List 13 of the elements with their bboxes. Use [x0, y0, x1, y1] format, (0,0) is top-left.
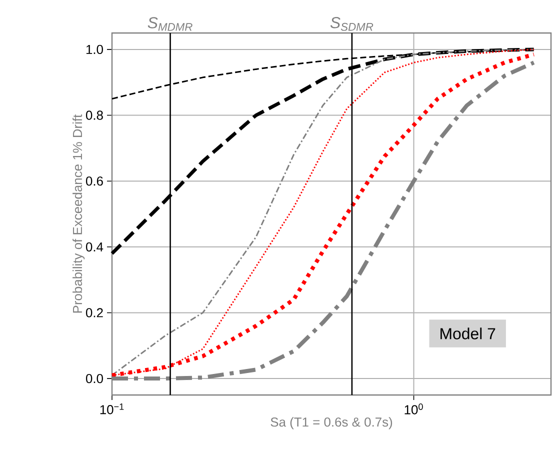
- ref-line-label: S$_{SDMR}$: [330, 16, 374, 31]
- y-tick-label: 0.0: [86, 374, 103, 384]
- x-tick-label: 10$^{−1}$: [100, 404, 124, 414]
- x-axis-title: Sa (T1 = 0.6s & 0.7s): [270, 417, 392, 430]
- y-tick-label: 0.6: [86, 176, 103, 186]
- y-tick-label: 0.2: [86, 308, 103, 318]
- x-tick-label: 10$^{0}$: [404, 404, 423, 414]
- ref-line-label: S$_{MDMR}$: [148, 17, 192, 31]
- y-axis-title: Probability of Exceedance 1% Drift: [72, 114, 85, 313]
- y-tick-label: 0.4: [86, 242, 104, 252]
- annotation: Model 7: [440, 328, 496, 340]
- y-tick-label: 0.8: [86, 110, 103, 120]
- y-tick-label: 1.0: [86, 44, 103, 54]
